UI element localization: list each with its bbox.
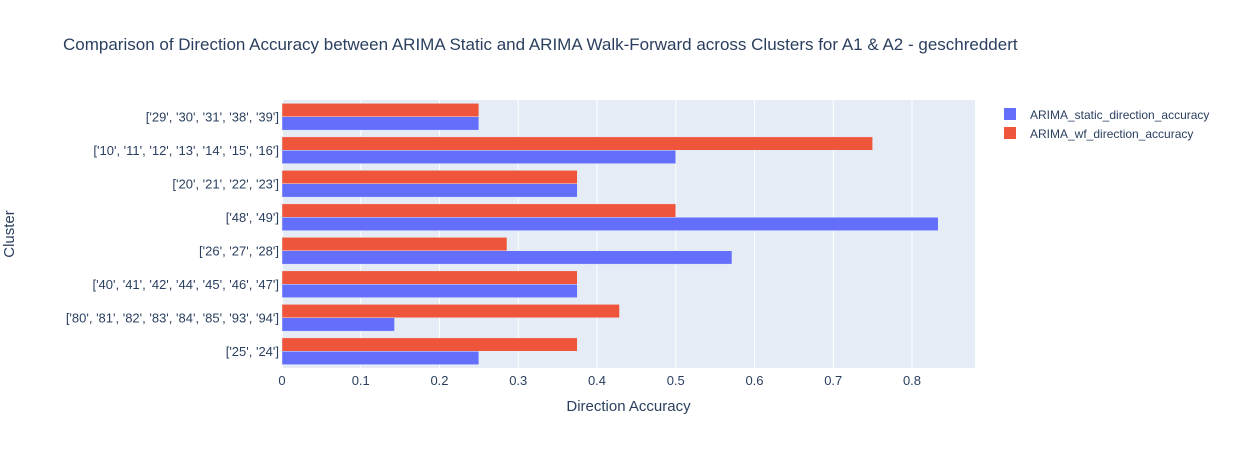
bar-static[interactable] (281, 183, 578, 198)
bar-wf[interactable] (281, 203, 676, 218)
bar-wf[interactable] (281, 136, 873, 151)
x-tick-label: 0.2 (430, 373, 448, 388)
x-tick-label: 0.6 (745, 373, 763, 388)
legend-label: ARIMA_static_direction_accuracy (1030, 108, 1209, 122)
bar-static[interactable] (281, 351, 480, 365)
legend-swatch (1004, 108, 1016, 120)
y-tick-label: ['26', '27', '28'] (199, 243, 279, 258)
legend-item[interactable]: ARIMA_static_direction_accuracy (1004, 108, 1209, 122)
y-axis-title: Cluster (1, 210, 18, 258)
bar-wf[interactable] (281, 103, 480, 117)
bar-static[interactable] (281, 116, 480, 131)
bar-static[interactable] (281, 284, 578, 298)
x-axis-title: Direction Accuracy (566, 398, 691, 415)
x-tick-label: 0.1 (352, 373, 370, 388)
bar-static[interactable] (281, 250, 733, 265)
bar-static[interactable] (281, 150, 676, 164)
x-tick-label: 0.7 (824, 373, 842, 388)
bar-wf[interactable] (281, 337, 578, 352)
x-axis-tick-labels: 0 0.1 0.2 0.3 0.4 0.5 0.6 0.7 0.8 (278, 373, 921, 388)
x-tick-label: 0.5 (667, 373, 685, 388)
bar-static[interactable] (281, 217, 939, 231)
legend-item[interactable]: ARIMA_wf_direction_accuracy (1004, 127, 1193, 141)
x-tick-label: 0.8 (903, 373, 921, 388)
y-tick-label: ['29', '30', '31', '38', '39'] (146, 109, 279, 124)
x-tick-label: 0 (278, 373, 285, 388)
y-tick-label: ['25', '24'] (226, 344, 279, 359)
legend-swatch (1004, 127, 1016, 139)
chart-title: Comparison of Direction Accuracy between… (63, 35, 1018, 54)
y-axis-tick-labels: ['29', '30', '31', '38', '39'] ['10', '11… (66, 109, 279, 359)
bar-wf[interactable] (281, 170, 578, 185)
bar-wf[interactable] (281, 304, 620, 319)
x-tick-label: 0.3 (509, 373, 527, 388)
bar-wf[interactable] (281, 270, 578, 285)
bar-static[interactable] (281, 317, 395, 332)
y-tick-label: ['48', '49'] (226, 210, 279, 225)
y-tick-label: ['20', '21', '22', '23'] (172, 176, 279, 191)
legend-label: ARIMA_wf_direction_accuracy (1030, 127, 1193, 141)
legend[interactable]: ARIMA_static_direction_accuracy ARIMA_wf_… (1004, 108, 1209, 141)
bar-wf[interactable] (281, 237, 508, 252)
y-tick-label: ['80', '81', '82', '83', '84', '85', '93… (66, 310, 279, 325)
y-tick-label: ['40', '41', '42', '44', '45', '46', '47… (92, 277, 279, 292)
y-tick-label: ['10', '11', '12', '13', '14', '15', '16… (93, 143, 279, 158)
bars (281, 103, 939, 365)
x-tick-label: 0.4 (588, 373, 606, 388)
